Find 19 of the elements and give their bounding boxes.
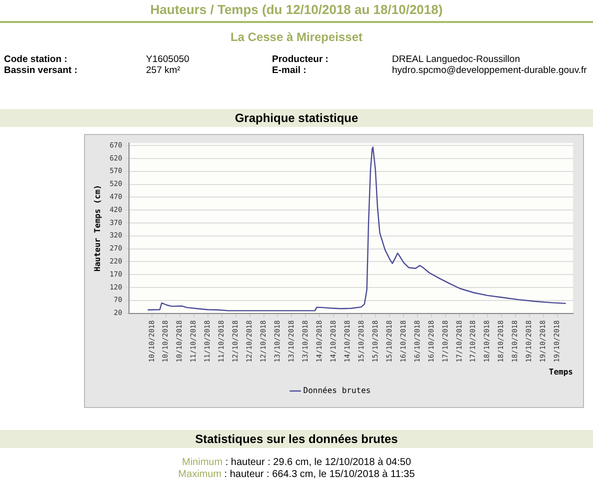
text: Bassin versant :: [4, 65, 78, 76]
text: hydro.spcmo@developpement-durable.gouv.fr: [392, 65, 587, 76]
text: E-mail :: [272, 65, 306, 76]
chart-subtitle: La Cesse à Mirepeisset: [229, 30, 364, 44]
text: : hauteur : 29.6 cm, le 12/10/2018 à 04:50: [224, 457, 412, 468]
text: Producteur :: [272, 54, 328, 65]
y-axis-title: Hauteur Temps (cm): [92, 184, 102, 272]
text: Maximum: [178, 469, 222, 480]
text: Minimum: [182, 457, 223, 468]
chart-title: Hauteurs / Temps (du 12/10/2018 au 18/10/2018): [149, 2, 444, 17]
text: 257 km²: [146, 65, 180, 76]
text: Graphique statistique: [0, 109, 593, 127]
text: DREAL Languedoc-Roussillon: [392, 54, 520, 65]
x-axis-title: Temps: [548, 367, 574, 376]
text: Code station :: [4, 54, 68, 65]
text: Y1605050: [146, 54, 190, 65]
text: : hauteur : 664.3 cm, le 15/10/2018 à 11:35: [223, 469, 415, 480]
text: Statistiques sur les données brutes: [0, 430, 593, 448]
legend-label: Données brutes: [303, 386, 371, 396]
